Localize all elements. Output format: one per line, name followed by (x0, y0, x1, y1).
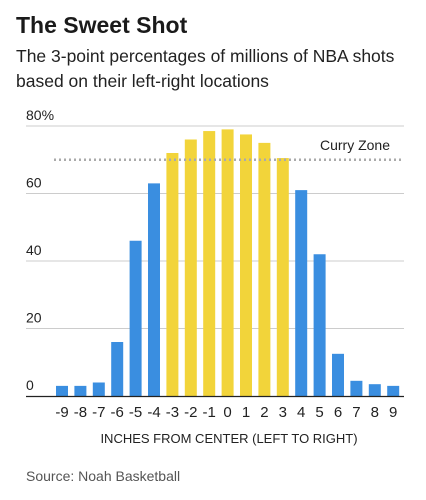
chart-subtitle: The 3-point percentages of millions of N… (16, 46, 395, 91)
curry-zone-label: Curry Zone (320, 137, 390, 153)
bar (203, 131, 216, 396)
bar (276, 158, 289, 396)
y-tick-label: 40 (26, 242, 42, 258)
source-note: Source: Noah Basketball (26, 468, 181, 484)
y-tick-label: 20 (26, 310, 42, 326)
bar (166, 153, 179, 396)
x-tick-label: -1 (203, 404, 216, 421)
x-tick-label: 4 (297, 404, 305, 421)
chart-title: The Sweet Shot (16, 12, 188, 38)
x-tick-label: 1 (242, 404, 250, 421)
y-tick-label: 60 (26, 175, 42, 191)
x-tick-label: -7 (92, 404, 105, 421)
bar (350, 380, 363, 396)
bar (313, 254, 326, 396)
x-tick-label: 7 (352, 404, 360, 421)
bar (184, 139, 197, 396)
x-tick-label: 0 (223, 404, 231, 421)
bar (56, 385, 68, 396)
bar (387, 385, 400, 396)
x-tick-label: 9 (389, 404, 397, 421)
bar (258, 142, 271, 396)
x-tick-label: -9 (55, 404, 68, 421)
x-tick-label: -3 (166, 404, 179, 421)
bar (148, 183, 160, 396)
x-tick-label: -8 (74, 404, 87, 421)
x-tick-labels: -9 -8 -7 -6 -5 -4 -3 -2 -1 0 1 2 3 4 5 6 7 8 9 (55, 404, 397, 421)
x-tick-label: 5 (315, 404, 323, 421)
y-tick-label: 80% (26, 107, 54, 123)
x-tick-label: -5 (129, 404, 142, 421)
bar (129, 240, 142, 396)
bar (221, 129, 234, 396)
y-tick-label: 0 (26, 377, 34, 393)
x-tick-label: 2 (260, 404, 268, 421)
curry-zone-reference: Curry Zone (54, 137, 404, 161)
x-tick-label: -6 (111, 404, 124, 421)
bar (111, 342, 124, 396)
x-tick-label: 3 (279, 404, 287, 421)
x-tick-label: -2 (184, 404, 197, 421)
bar (74, 385, 87, 396)
bars (56, 129, 400, 396)
bar (295, 190, 308, 396)
bar (92, 382, 105, 396)
bar (332, 353, 344, 396)
x-tick-label: -4 (147, 404, 160, 421)
bar (240, 134, 252, 396)
y-tick-labels: 0 20 40 60 80% (26, 107, 54, 393)
x-tick-label: 6 (334, 404, 342, 421)
x-axis-label: INCHES FROM CENTER (LEFT TO RIGHT) (100, 431, 357, 446)
bar (368, 384, 381, 396)
x-tick-label: 8 (371, 404, 379, 421)
